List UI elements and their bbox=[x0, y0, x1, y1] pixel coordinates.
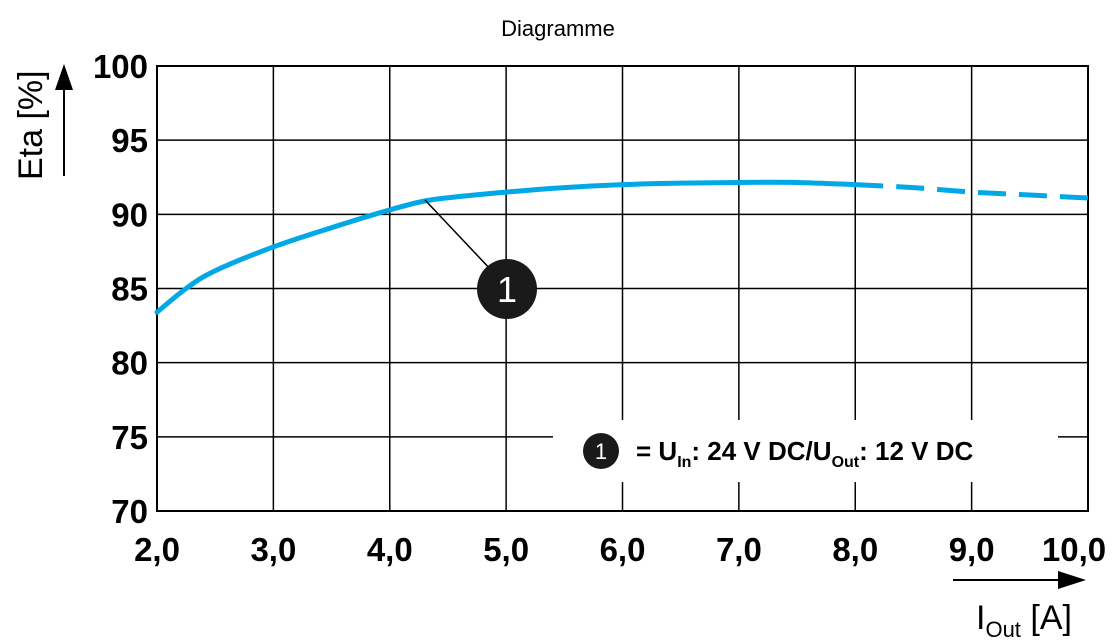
curve-callout: 1 bbox=[424, 199, 537, 319]
x-axis-label: IOut [A] bbox=[976, 599, 1072, 642]
x-axis-label-group: IOut [A] bbox=[953, 571, 1086, 642]
chart-title: Diagramme bbox=[501, 16, 615, 41]
legend-text: = UIn: 24 V DC/UOut: 12 V DC bbox=[636, 436, 973, 471]
x-tick-label: 6,0 bbox=[600, 531, 646, 568]
x-tick-label: 4,0 bbox=[367, 531, 413, 568]
legend-prefix: = U bbox=[636, 436, 677, 466]
y-tick-label: 90 bbox=[111, 196, 148, 233]
x-tick-labels: 2,0 3,0 4,0 5,0 6,0 7,0 8,0 9,0 10,0 bbox=[134, 531, 1106, 568]
y-tick-label: 95 bbox=[111, 122, 148, 159]
x-axis-arrow-head bbox=[1058, 571, 1086, 589]
x-tick-label: 3,0 bbox=[250, 531, 296, 568]
callout-number: 1 bbox=[497, 269, 517, 310]
y-tick-label: 70 bbox=[111, 493, 148, 530]
legend-marker bbox=[583, 433, 619, 469]
y-tick-labels: 70 75 80 85 90 95 100 bbox=[93, 48, 148, 530]
legend-background bbox=[553, 420, 1058, 482]
y-tick-label: 80 bbox=[111, 345, 148, 382]
x-tick-label: 5,0 bbox=[483, 531, 529, 568]
x-tick-label: 7,0 bbox=[716, 531, 762, 568]
efficiency-curve-solid bbox=[154, 179, 858, 315]
x-tick-label: 8,0 bbox=[832, 531, 878, 568]
y-axis-label-group: Eta [%] bbox=[12, 64, 73, 180]
legend-out-sub: Out bbox=[832, 454, 860, 471]
x-axis-label-unit: [A] bbox=[1021, 599, 1072, 637]
callout-marker bbox=[477, 259, 537, 319]
legend-marker-number: 1 bbox=[595, 439, 607, 464]
x-axis-label-sub: Out bbox=[985, 617, 1020, 642]
y-tick-label: 75 bbox=[111, 419, 148, 456]
y-axis-arrow-head bbox=[55, 64, 73, 90]
callout-leader-line bbox=[424, 199, 494, 273]
y-tick-label: 85 bbox=[111, 271, 148, 308]
y-axis-label: Eta [%] bbox=[12, 70, 50, 180]
y-tick-label: 100 bbox=[93, 48, 148, 85]
x-tick-label: 9,0 bbox=[949, 531, 995, 568]
x-tick-label: 2,0 bbox=[134, 531, 180, 568]
legend-suffix: : 12 V DC bbox=[859, 436, 973, 466]
legend-mid: : 24 V DC/U bbox=[691, 436, 831, 466]
x-tick-label: 10,0 bbox=[1042, 531, 1106, 568]
legend: 1 = UIn: 24 V DC/UOut: 12 V DC bbox=[553, 420, 1058, 482]
x-axis-label-main: I bbox=[976, 599, 985, 637]
legend-in-sub: In bbox=[677, 454, 691, 471]
plot-area bbox=[156, 65, 1089, 512]
